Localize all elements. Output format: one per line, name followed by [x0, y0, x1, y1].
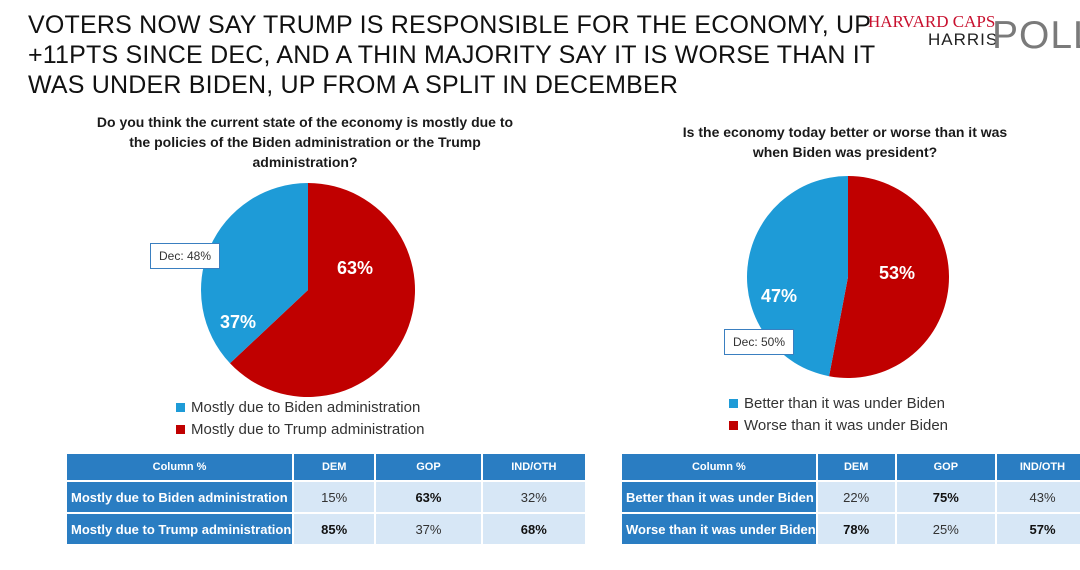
- chart1-title: Do you think the current state of the ec…: [80, 112, 530, 172]
- table-cell: 68%: [482, 514, 585, 544]
- legend-item-biden: Mostly due to Biden administration: [176, 397, 424, 419]
- pie2-slice-worse: [829, 176, 949, 378]
- legend-swatch-red: [176, 424, 185, 434]
- table-row: Worse than it was under Biden 78% 25% 57…: [622, 514, 1080, 544]
- logo-line-3: POLL: [992, 14, 1080, 57]
- table-cell: 75%: [896, 482, 995, 512]
- pie1-legend: Mostly due to Biden administration Mostl…: [176, 397, 424, 441]
- legend-item-trump: Mostly due to Trump administration: [176, 419, 424, 441]
- column-header: DEM: [294, 454, 375, 480]
- table-header-row: Column % DEM GOP IND/OTH: [622, 454, 1080, 480]
- pie-chart-economy-better-worse: 53% 47%: [747, 176, 949, 378]
- logo-line-2: HARRIS: [928, 30, 999, 49]
- pie1-slice-biden: [201, 183, 308, 364]
- table-cell: 37%: [376, 514, 481, 544]
- pie1-slice-trump: [230, 183, 415, 397]
- crosstab-table-1: Column % DEM GOP IND/OTH Mostly due to B…: [65, 452, 587, 546]
- pie-chart-economy-responsibility: 63% 37%: [201, 183, 415, 397]
- table-cell: 63%: [376, 482, 481, 512]
- headline-line-1: VOTERS NOW SAY TRUMP IS RESPONSIBLE FOR …: [28, 11, 872, 39]
- table-cell: 43%: [997, 482, 1080, 512]
- legend-item-better: Better than it was under Biden: [729, 393, 948, 415]
- row-label: Better than it was under Biden: [622, 482, 816, 512]
- legend-label: Mostly due to Biden administration: [191, 399, 421, 416]
- row-label: Mostly due to Biden administration: [67, 482, 293, 512]
- legend-swatch-red: [729, 420, 738, 430]
- column-header: Column %: [67, 454, 293, 480]
- legend-item-worse: Worse than it was under Biden: [729, 415, 948, 437]
- pie2-label-worse: 53%: [879, 263, 915, 283]
- table-cell: 32%: [482, 482, 585, 512]
- row-label: Worse than it was under Biden: [622, 514, 816, 544]
- pie1-label-trump: 63%: [337, 258, 373, 278]
- pie2-label-better: 47%: [761, 286, 797, 306]
- column-header: GOP: [376, 454, 481, 480]
- chart2-title: Is the economy today better or worse tha…: [640, 122, 1050, 162]
- table-cell: 85%: [294, 514, 375, 544]
- chart2-title-line-2: when Biden was president?: [752, 144, 938, 160]
- table-row: Mostly due to Trump administration 85% 3…: [67, 514, 585, 544]
- table-cell: 15%: [294, 482, 375, 512]
- legend-label: Better than it was under Biden: [744, 395, 945, 412]
- chart2-title-line-1: Is the economy today better or worse tha…: [682, 124, 1008, 140]
- pie2-legend: Better than it was under Biden Worse tha…: [729, 393, 948, 437]
- logo-line-1: HARVARD CAPS: [868, 12, 996, 31]
- table-header-row: Column % DEM GOP IND/OTH: [67, 454, 585, 480]
- column-header: IND/OTH: [482, 454, 585, 480]
- column-header: DEM: [817, 454, 895, 480]
- table-cell: 25%: [896, 514, 995, 544]
- pie2-dec-callout: Dec: 50%: [724, 329, 795, 355]
- chart1-title-line-1: Do you think the current state of the ec…: [96, 114, 514, 130]
- table-cell: 78%: [817, 514, 895, 544]
- table-cell: 22%: [817, 482, 895, 512]
- pie1-dec-callout: Dec: 48%: [150, 243, 221, 269]
- chart1-title-line-2: the policies of the Biden administration…: [129, 134, 481, 150]
- column-header: GOP: [896, 454, 995, 480]
- legend-swatch-blue: [729, 398, 738, 408]
- crosstab-table-2: Column % DEM GOP IND/OTH Better than it …: [620, 452, 1080, 546]
- column-header: IND/OTH: [997, 454, 1080, 480]
- table-row: Mostly due to Biden administration 15% 6…: [67, 482, 585, 512]
- harvard-caps-harris-poll-logo: HARVARD CAPS HARRIS POLL: [868, 10, 1080, 57]
- headline-line-2: +11PTS SINCE DEC, AND A THIN MAJORITY SA…: [28, 41, 876, 69]
- pie2-slice-better: [747, 176, 848, 377]
- legend-label: Mostly due to Trump administration: [191, 421, 425, 438]
- chart1-title-line-3: administration?: [252, 154, 358, 170]
- table-row: Better than it was under Biden 22% 75% 4…: [622, 482, 1080, 512]
- row-label: Mostly due to Trump administration: [67, 514, 293, 544]
- headline: VOTERS NOW SAY TRUMP IS RESPONSIBLE FOR …: [28, 10, 876, 100]
- legend-swatch-blue: [176, 402, 185, 412]
- headline-line-3: WAS UNDER BIDEN, UP FROM A SPLIT IN DECE…: [28, 71, 679, 99]
- table-cell: 57%: [997, 514, 1080, 544]
- pie1-label-biden: 37%: [220, 312, 256, 332]
- legend-label: Worse than it was under Biden: [744, 417, 949, 434]
- column-header: Column %: [622, 454, 816, 480]
